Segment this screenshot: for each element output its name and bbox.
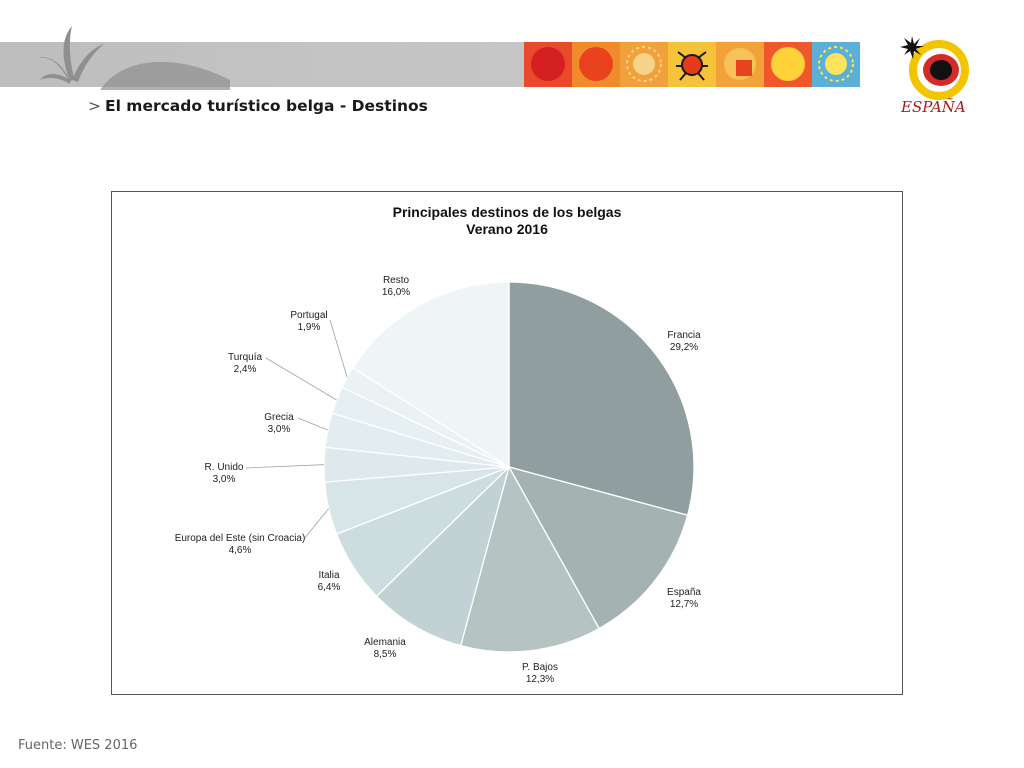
slice-value-4: 8,5% xyxy=(374,649,397,660)
logo-lettering: ESPAÑA xyxy=(900,98,966,116)
slide-title: > El mercado turístico belga - Destinos xyxy=(88,97,428,115)
slice-label-7: R. Unido xyxy=(205,462,244,473)
slice-label-6: Europa del Este (sin Croacia) xyxy=(175,533,306,544)
leader-line-8 xyxy=(297,417,328,431)
slice-label-5: Italia xyxy=(318,570,340,581)
leader-line-9 xyxy=(265,357,337,401)
slice-value-6: 4,6% xyxy=(229,545,252,556)
header-tile-1 xyxy=(524,42,572,87)
pie-slice-1 xyxy=(508,281,695,517)
pie-slice-3 xyxy=(459,465,601,653)
leader-line-7 xyxy=(245,464,325,469)
slice-label-11: Resto xyxy=(383,275,410,286)
header-tile-4 xyxy=(668,42,716,87)
slice-label-8: Grecia xyxy=(264,412,294,423)
header-tile-5 xyxy=(716,42,764,87)
header-tile-3 xyxy=(620,42,668,87)
slice-value-10: 1,9% xyxy=(298,322,321,333)
header-plant-illustration xyxy=(38,26,230,90)
slice-value-1: 29,2% xyxy=(670,342,698,353)
slice-label-10: Portugal xyxy=(290,310,327,321)
slice-label-9: Turquía xyxy=(228,352,263,363)
espana-logo: ESPAÑA xyxy=(900,36,969,116)
chart-title-line-2: Verano 2016 xyxy=(466,221,548,237)
slice-label-3: P. Bajos xyxy=(522,662,558,673)
header-tile-7 xyxy=(812,42,860,87)
slice-value-3: 12,3% xyxy=(526,674,554,685)
slice-value-2: 12,7% xyxy=(670,599,698,610)
slice-label-1: Francia xyxy=(667,330,701,341)
slice-value-11: 16,0% xyxy=(382,287,410,298)
slice-value-7: 3,0% xyxy=(213,474,236,485)
slice-value-5: 6,4% xyxy=(318,582,341,593)
slice-label-2: España xyxy=(667,587,701,598)
source-footer: Fuente: WES 2016 xyxy=(18,738,138,753)
slice-value-8: 3,0% xyxy=(268,424,291,435)
pie-slice-4 xyxy=(375,464,511,647)
title-marker: > xyxy=(88,97,101,115)
header-tile-6 xyxy=(764,42,812,87)
slice-value-9: 2,4% xyxy=(234,364,257,375)
slice-label-4: Alemania xyxy=(364,637,406,648)
chart-frame: Principales destinos de los belgas Veran… xyxy=(111,191,903,695)
leader-line-6 xyxy=(303,508,330,540)
header-tile-2 xyxy=(572,42,620,87)
slide-title-text: El mercado turístico belga - Destinos xyxy=(105,97,428,115)
header-tiles xyxy=(524,42,860,87)
pie-slice-11 xyxy=(351,281,510,469)
leader-line-10 xyxy=(329,319,348,378)
chart-title-line-1: Principales destinos de los belgas xyxy=(392,204,622,220)
pie-slice-2 xyxy=(507,465,689,630)
